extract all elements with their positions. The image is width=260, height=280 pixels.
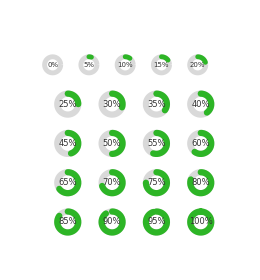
Text: 95%: 95% [147,218,166,227]
Text: 15%: 15% [154,62,169,68]
Text: 70%: 70% [103,178,121,187]
Text: 25%: 25% [58,100,77,109]
Text: 80%: 80% [191,178,210,187]
Text: 55%: 55% [147,139,166,148]
Text: 45%: 45% [58,139,77,148]
Text: 60%: 60% [191,139,210,148]
Text: 100%: 100% [189,218,213,227]
Text: 5%: 5% [83,62,94,68]
Text: 10%: 10% [117,62,133,68]
Text: 35%: 35% [147,100,166,109]
Text: 30%: 30% [103,100,121,109]
Text: 85%: 85% [58,218,77,227]
Text: 65%: 65% [58,178,77,187]
Text: 0%: 0% [47,62,58,68]
Text: 40%: 40% [192,100,210,109]
Text: 20%: 20% [190,62,205,68]
Text: 50%: 50% [103,139,121,148]
Text: 90%: 90% [103,218,121,227]
Text: 75%: 75% [147,178,166,187]
